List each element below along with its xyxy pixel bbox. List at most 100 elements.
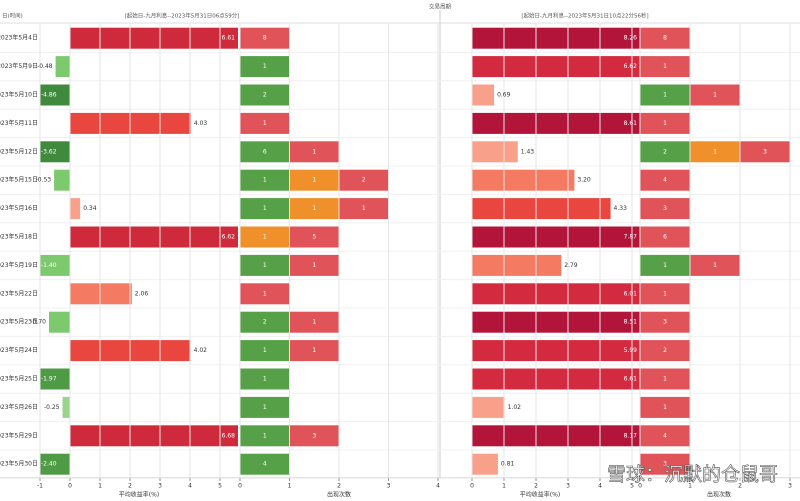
bar xyxy=(472,254,562,276)
count-block xyxy=(640,141,690,163)
value-label: 4.03 xyxy=(194,120,208,127)
bar xyxy=(472,396,505,418)
count-block xyxy=(640,396,690,418)
x-tick-label: 2 xyxy=(534,483,538,490)
count-label: 5 xyxy=(312,234,316,241)
value-label: 7.87 xyxy=(624,234,638,241)
bar xyxy=(70,27,238,49)
count-label: 1 xyxy=(312,262,316,269)
count-block xyxy=(640,169,690,191)
value-label: 0.69 xyxy=(497,92,511,99)
x-tick-label: 1 xyxy=(688,483,692,490)
value-label: 0.34 xyxy=(83,205,97,212)
bar xyxy=(70,283,132,305)
count-label: 3 xyxy=(663,319,667,326)
date-label: 2023年5月15日 xyxy=(0,176,38,184)
value-label: 8.61 xyxy=(624,120,638,127)
count-block xyxy=(289,226,339,248)
count-label: 4 xyxy=(663,177,667,184)
panel-header: [起始日-九月利息--2023年5月31日06点59分] xyxy=(125,12,240,20)
value-label: 6.01 xyxy=(624,290,638,297)
axis-title: 出现次数 xyxy=(327,491,351,499)
count-label: 3 xyxy=(312,432,316,439)
count-label: 1 xyxy=(263,347,267,354)
value-label: -4.86 xyxy=(41,92,57,99)
count-label: 3 xyxy=(663,461,667,468)
value-label: -1.97 xyxy=(41,376,57,383)
bar xyxy=(40,453,70,475)
count-block xyxy=(240,141,290,163)
count-label: 1 xyxy=(312,205,316,212)
x-tick-label: 0 xyxy=(638,483,642,490)
value-label: -0.48 xyxy=(37,63,53,70)
axis-title: 平均收益率(%) xyxy=(520,491,560,499)
bar xyxy=(472,340,640,362)
count-block xyxy=(640,27,690,49)
x-tick-label: 2 xyxy=(738,483,742,490)
date-label: 2023年5月23日 xyxy=(0,318,38,326)
count-block xyxy=(240,311,290,333)
bar xyxy=(55,56,70,78)
bar xyxy=(40,141,70,163)
count-block xyxy=(289,141,339,163)
count-label: 2 xyxy=(263,92,267,99)
x-tick-label: 0 xyxy=(68,483,72,490)
count-block xyxy=(240,283,290,305)
date-label: 2023年5月12日 xyxy=(0,147,38,155)
bar xyxy=(472,311,640,333)
value-label: 1.02 xyxy=(508,404,522,411)
count-block xyxy=(640,254,690,276)
date-label: 2023年5月10日 xyxy=(0,91,38,99)
count-block xyxy=(640,311,690,333)
value-label: 4.02 xyxy=(194,347,208,354)
count-label: 1 xyxy=(663,404,667,411)
count-block xyxy=(339,169,389,191)
count-label: 1 xyxy=(263,404,267,411)
count-block xyxy=(289,198,339,220)
count-block xyxy=(640,340,690,362)
count-block xyxy=(240,226,290,248)
bar xyxy=(54,169,70,191)
bar xyxy=(472,169,575,191)
count-block xyxy=(339,198,389,220)
x-tick-label: 3 xyxy=(158,483,162,490)
count-label: 1 xyxy=(312,319,316,326)
count-block xyxy=(640,56,690,78)
x-tick-label: 5 xyxy=(630,483,634,490)
count-label: 1 xyxy=(263,262,267,269)
value-label: -0.53 xyxy=(36,177,52,184)
date-label: 2023年5月9日 xyxy=(0,62,38,70)
count-block xyxy=(240,112,290,134)
count-block xyxy=(240,340,290,362)
x-tick-label: 1 xyxy=(502,483,506,490)
bar xyxy=(472,141,518,163)
date-label: 2023年5月22日 xyxy=(0,289,38,297)
value-label: 0.81 xyxy=(501,461,515,468)
x-tick-label: 4 xyxy=(188,483,192,490)
bar xyxy=(40,84,70,106)
count-block xyxy=(640,226,690,248)
value-label: -3.62 xyxy=(41,148,57,155)
x-tick-label: 2 xyxy=(128,483,132,490)
bar xyxy=(40,368,70,390)
x-tick-label: 4 xyxy=(436,483,440,490)
date-label: 2023年5月24日 xyxy=(0,346,38,354)
count-label: 6 xyxy=(663,234,667,241)
axis-title: 平均收益率(%) xyxy=(119,491,159,499)
count-label: 1 xyxy=(663,63,667,70)
date-label: 2023年5月4日 xyxy=(0,34,38,42)
watermark: 雪球：沉默的仓鼠哥 xyxy=(607,464,778,486)
value-label: 8.17 xyxy=(624,432,638,439)
bar xyxy=(70,425,238,447)
count-block xyxy=(240,27,290,49)
count-label: 1 xyxy=(663,290,667,297)
count-label: 1 xyxy=(713,92,717,99)
count-block xyxy=(240,84,290,106)
count-block xyxy=(690,141,740,163)
count-label: 2 xyxy=(263,319,267,326)
value-label: 5.99 xyxy=(624,347,638,354)
count-label: 3 xyxy=(663,205,667,212)
count-block xyxy=(640,283,690,305)
count-block xyxy=(240,198,290,220)
value-label: 6.61 xyxy=(222,35,236,42)
